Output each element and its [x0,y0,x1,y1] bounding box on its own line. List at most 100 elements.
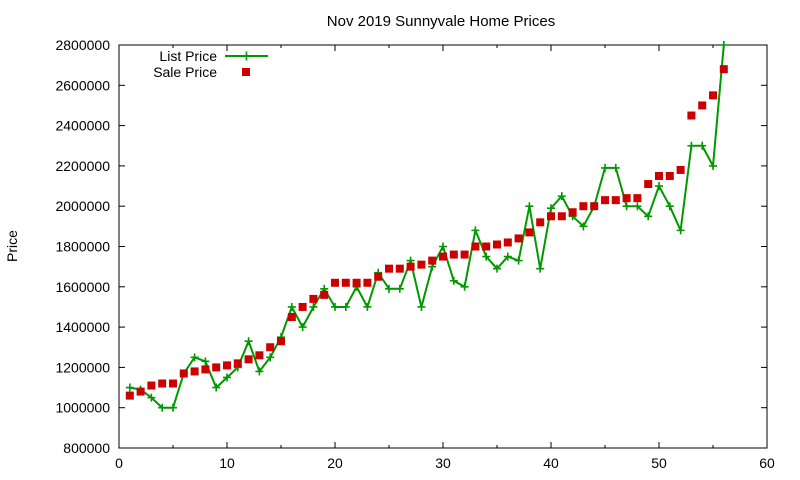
y-tick-label: 2800000 [55,37,110,53]
legend-marker [242,68,250,76]
data-point [417,260,426,269]
data-point [147,381,156,390]
data-point [395,284,404,293]
data-point [331,302,339,311]
data-point [223,361,231,370]
legend-label: List Price [159,48,217,64]
data-point [320,290,329,299]
data-point [169,379,177,388]
data-point [568,208,577,217]
y-tick-label: 1200000 [55,359,110,375]
data-point [482,252,491,261]
data-point [536,218,545,227]
data-point [471,226,480,235]
data-point [266,343,275,352]
data-point [179,369,188,378]
data-point [644,212,653,221]
data-point [676,226,685,235]
data-point [719,41,728,49]
y-tick-label: 1600000 [55,279,110,295]
y-tick-label: 1800000 [55,239,110,255]
legend-label: Sale Price [153,64,217,80]
series-line [129,44,725,409]
y-axis-label: Price [4,230,20,262]
data-point [385,264,393,273]
x-tick-label: 50 [651,455,667,471]
data-point [514,256,523,265]
data-point [676,165,685,174]
data-point [363,302,372,311]
data-point [244,337,253,346]
data-point [309,302,318,311]
data-point [201,365,210,374]
data-point [287,313,296,322]
data-point [665,171,674,180]
data-point [709,91,717,100]
data-point [309,294,318,303]
data-point [341,302,350,311]
data-point [190,367,199,376]
x-tick-label: 30 [435,455,451,471]
y-tick-label: 1000000 [55,400,110,416]
data-point [255,367,264,376]
data-point [298,302,307,311]
data-point [557,212,566,221]
data-point [385,284,393,293]
data-point [503,252,512,261]
data-point [233,359,242,368]
series-sale-price [125,65,728,400]
data-point [169,403,177,412]
data-point [719,65,728,74]
data-point [611,163,620,172]
data-point [460,282,469,291]
axes: 0 10 20 30 40 50 60 800000 1000000 1200000 1400000… [55,37,775,471]
data-point [611,196,620,205]
data-point [471,242,480,251]
data-point [277,337,285,346]
data-point [158,403,167,412]
legend-marker [242,51,251,61]
data-point [514,234,523,243]
y-tick-label: 2400000 [55,118,110,134]
data-point [406,262,415,271]
data-point [547,204,555,213]
data-point [417,302,426,311]
data-point [190,353,199,362]
data-point [709,161,717,170]
data-point [298,323,307,332]
data-point [590,202,599,211]
y-tick-label: 1400000 [55,319,110,335]
data-point [601,163,609,172]
data-point [687,141,696,150]
data-point [125,383,134,392]
data-point [547,212,555,221]
data-point [633,202,642,211]
data-point [449,276,458,285]
data-point [255,351,264,360]
x-tick-label: 20 [327,455,343,471]
data-point [622,194,631,203]
data-point [363,278,372,287]
data-point [287,302,296,311]
data-point [147,393,156,402]
y-tick-label: 2000000 [55,198,110,214]
data-point [395,264,404,273]
data-point [536,264,545,273]
data-point [125,391,134,400]
data-point [439,242,447,251]
data-point [503,238,512,247]
data-point [655,171,663,180]
y-tick-label: 2600000 [55,77,110,93]
data-point [644,180,653,189]
data-point [158,379,167,388]
data-point [579,222,588,231]
x-tick-label: 60 [759,455,775,471]
x-tick-label: 0 [115,455,123,471]
series-layer [125,41,728,412]
data-point [212,363,221,372]
data-point [201,357,210,366]
data-point [244,355,253,364]
data-point [136,387,145,396]
